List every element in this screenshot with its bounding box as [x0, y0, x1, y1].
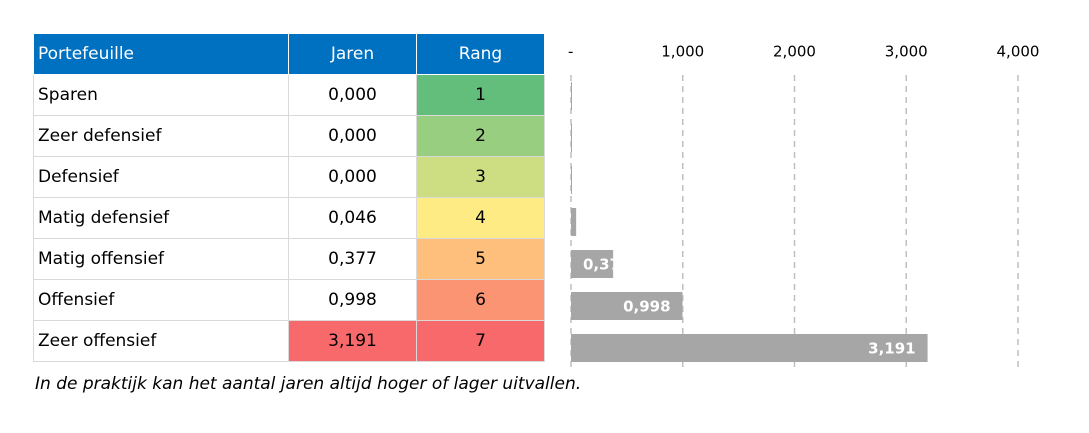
bar — [571, 292, 683, 320]
table-row: Sparen 0,000 1 — [33, 74, 545, 116]
footnote: In de praktijk kan het aantal jaren alti… — [35, 374, 582, 394]
table-cell: 1 — [416, 74, 545, 116]
table-cell: 4 — [416, 197, 545, 239]
table-row: Offensief 0,998 6 — [33, 279, 545, 321]
x-tick-label: 1,000 — [661, 43, 704, 61]
header-cell: Portefeuille — [33, 33, 289, 75]
table-cell: Matig offensief — [33, 238, 289, 280]
bar — [571, 124, 572, 152]
bar — [571, 250, 614, 278]
table-cell: Matig defensief — [33, 197, 289, 239]
table-cell: 0,998 — [288, 279, 417, 321]
bar — [571, 82, 572, 110]
bar — [571, 166, 572, 194]
table-cell: Sparen — [33, 74, 289, 116]
table-cell: 0,000 — [288, 156, 417, 198]
table-cell: 0,000 — [288, 74, 417, 116]
table-cell: Defensief — [33, 156, 289, 198]
table-cell: 3 — [416, 156, 545, 198]
table-cell: 5 — [416, 238, 545, 280]
table-cell: 7 — [416, 320, 545, 362]
table-cell: 2 — [416, 115, 545, 157]
table-row: Defensief 0,000 3 — [33, 156, 545, 198]
x-tick-label: - — [568, 43, 573, 61]
table: Portefeuille Jaren Rang Sparen 0,000 1 Zeer de… — [33, 33, 545, 362]
bar — [571, 334, 928, 362]
table-row: Zeer offensief 3,191 7 — [33, 320, 545, 362]
x-tick-label: 2,000 — [773, 43, 816, 61]
table-cell: 3,191 — [288, 320, 417, 362]
table-cell: Zeer offensief — [33, 320, 289, 362]
bar — [571, 208, 577, 236]
x-tick-label: 4,000 — [997, 43, 1040, 61]
table-cell: 0,377 — [288, 238, 417, 280]
table-cell: 0,046 — [288, 197, 417, 239]
table-cell: Offensief — [33, 279, 289, 321]
header-row: Portefeuille Jaren Rang — [33, 33, 545, 75]
x-tick-label: 3,000 — [885, 43, 928, 61]
table-row: Matig defensief 0,046 4 — [33, 197, 545, 239]
value-label: 3,191 — [868, 340, 915, 358]
table-row: Zeer defensief 0,000 2 — [33, 115, 545, 157]
value-label: 0,998 — [623, 298, 670, 316]
table-cell: 0,000 — [288, 115, 417, 157]
value-label: 0,377 — [583, 256, 630, 274]
table-row: Matig offensief 0,377 5 — [33, 238, 545, 280]
table-cell: 6 — [416, 279, 545, 321]
